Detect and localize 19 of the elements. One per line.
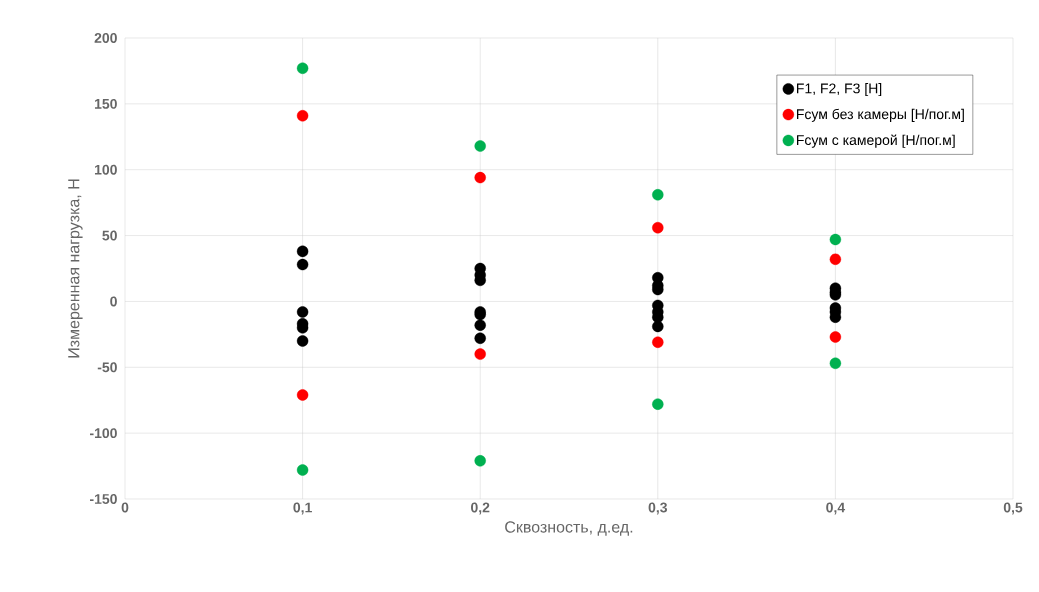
legend-label: Fсум с камерой [Н/пог.м] — [797, 134, 955, 148]
y-tick-label: 200 — [94, 33, 117, 43]
x-tick-label: 0,5 — [1003, 502, 1023, 515]
x-tick-label: 0 — [121, 502, 129, 513]
x-tick-label: 0,3 — [648, 502, 668, 515]
legend-label: Fсум без камеры [Н/пог.м] — [797, 108, 964, 122]
x-tick-label: 0,4 — [826, 502, 846, 515]
y-tick-label: 100 — [94, 164, 117, 175]
y-tick-label: 150 — [94, 98, 117, 109]
y-tick-label: -100 — [90, 428, 117, 439]
x-axis-title: Сквозность, д.ед. — [505, 521, 633, 536]
x-tick-label: 0,1 — [293, 502, 312, 515]
legend-label: F1, F2, F3 [Н] — [797, 83, 882, 97]
y-tick-label: -50 — [97, 362, 117, 373]
y-tick-label: 50 — [102, 230, 117, 241]
y-axis-title: Измеренная нагрузка, Н — [68, 179, 83, 358]
y-tick-label: -150 — [90, 494, 117, 504]
x-tick-label: 0,2 — [471, 502, 490, 515]
y-tick-label: 0 — [110, 296, 117, 307]
